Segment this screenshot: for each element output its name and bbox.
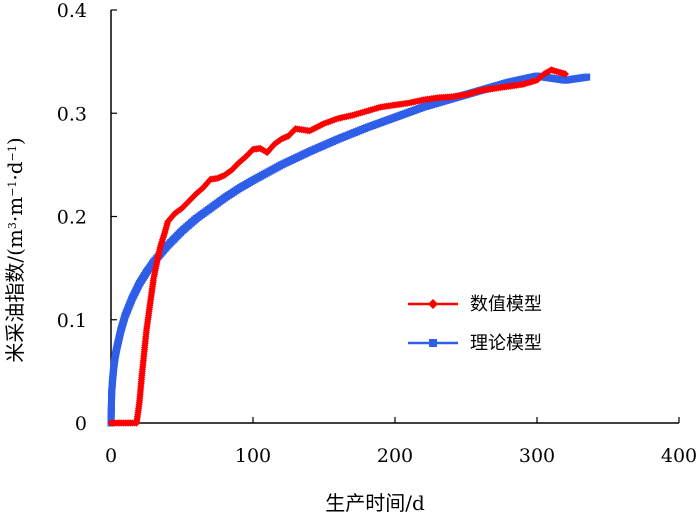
y-ticks: 0 0.1 0.2 0.3 0.4 (57, 0, 117, 435)
y-axis-title-sup1: 3 (6, 222, 19, 229)
y-axis-title-m1: m (3, 229, 27, 248)
data-point (561, 70, 569, 78)
legend-label-theoretical-model: 理论模型 (470, 333, 542, 354)
legend-marker-theoretical-model (429, 339, 437, 347)
y-tick-label: 0 (75, 413, 87, 435)
series-group (107, 66, 591, 427)
axes: 0 100 200 300 400 0 0.1 0.2 0.3 0.4 (57, 0, 697, 467)
y-axis-title: 米采油指数/(m3·m−1·d−1) (3, 137, 27, 362)
legend-label-numerical-model: 数值模型 (470, 294, 542, 315)
y-tick-label: 0.4 (57, 0, 87, 22)
x-tick-label: 100 (235, 445, 271, 467)
y-tick-label: 0.1 (57, 310, 87, 332)
data-point (583, 73, 591, 81)
y-axis-title-dot1: · (3, 216, 27, 222)
legend: 数值模型 理论模型 (408, 294, 542, 354)
y-axis-title-d: d (3, 161, 27, 174)
y-tick-label: 0.2 (57, 207, 87, 229)
y-axis-title-sup2: −1 (6, 181, 19, 197)
series-theoretical-model (107, 72, 591, 427)
y-axis-title-main: 米采油指数/ (3, 256, 27, 363)
y-axis-title-close: ) (3, 137, 27, 145)
series-line (111, 68, 566, 425)
x-ticks: 0 100 200 300 400 (105, 417, 697, 467)
x-tick-label: 0 (105, 445, 117, 467)
series-line (109, 74, 587, 424)
y-axis-title-open: ( (3, 248, 27, 256)
x-tick-label: 200 (377, 445, 413, 467)
x-axis-title: 生产时间/d (325, 491, 425, 515)
y-axis-title-sup3: −1 (6, 145, 19, 161)
x-tick-label: 300 (519, 445, 555, 467)
legend-item-numerical-model: 数值模型 (408, 294, 542, 315)
series-numerical-model (107, 66, 569, 427)
x-tick-label: 400 (661, 445, 697, 467)
y-axis-title-m2: m (3, 197, 27, 216)
legend-marker-numerical-model (428, 299, 438, 309)
y-axis-title-dot2: · (3, 174, 27, 180)
y-tick-label: 0.3 (57, 103, 87, 125)
legend-item-theoretical-model: 理论模型 (408, 333, 542, 354)
